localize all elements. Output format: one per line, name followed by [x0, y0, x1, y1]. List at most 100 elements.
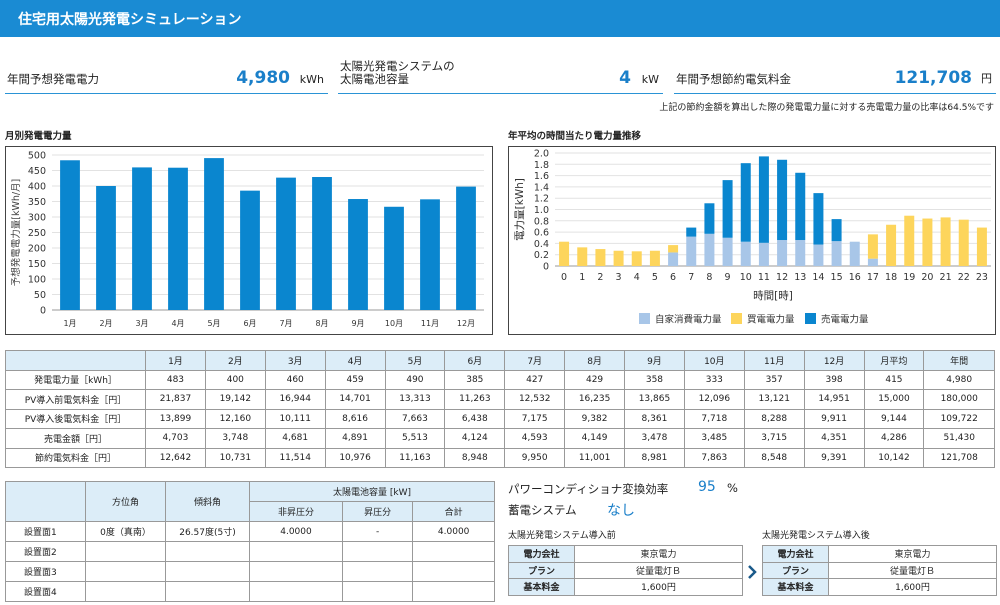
- bar-segment: [613, 250, 624, 266]
- y-tick-label: 1.2: [534, 194, 549, 205]
- table-header-cell: 非昇圧分: [249, 501, 343, 522]
- bar-segment: [704, 203, 715, 234]
- table-header-cell: 6月: [444, 350, 506, 371]
- table-row: 設置面4: [5, 581, 495, 602]
- table-cell: 13,865: [624, 389, 685, 410]
- table-cell: 10,142: [863, 447, 925, 468]
- bar-segment: [777, 240, 788, 266]
- table-cell: 13,121: [743, 389, 805, 410]
- x-tick-label: 11: [758, 272, 770, 283]
- table-cell: [412, 541, 495, 562]
- bar-segment: [886, 224, 897, 266]
- table-cell: 9,950: [504, 447, 566, 468]
- value-cell: 東京電力: [574, 545, 743, 563]
- x-tick-label: 3月: [135, 319, 148, 328]
- bar: [96, 186, 116, 310]
- x-tick-label: 10: [740, 272, 752, 283]
- y-tick-label: 150: [28, 259, 46, 270]
- x-tick-label: 5: [652, 272, 658, 283]
- x-tick-label: 19: [903, 272, 915, 283]
- bar-segment: [704, 233, 715, 266]
- y-tick-label: 250: [28, 228, 46, 239]
- table-cell: 11,514: [264, 447, 326, 468]
- table-row: 設置面1 0度（真南） 26.57度(5寸) 4.0000-4.0000: [5, 521, 495, 542]
- y-tick-label: 100: [28, 275, 46, 286]
- table-row: 売電金額［円］ 4,703 3,748 4,681 4,891 5,513 4,124 4,5…: [5, 428, 995, 449]
- x-tick-label: 15: [831, 272, 843, 283]
- table-header-cell: 11月: [743, 350, 805, 371]
- table-cell: [341, 581, 414, 602]
- bar-segment: [831, 241, 842, 266]
- metric-value: 4: [619, 68, 631, 88]
- row-header-cell: PV導入後電気料金［円］: [5, 408, 146, 429]
- key-cell: プラン: [762, 561, 829, 579]
- table-cell: [85, 541, 166, 562]
- x-tick-label: 8月: [315, 319, 328, 328]
- y-tick-label: 500: [28, 151, 46, 162]
- legend-label: 買電電力量: [747, 314, 795, 326]
- table-cell: 357: [743, 369, 805, 390]
- y-tick-label: 0.6: [534, 228, 549, 239]
- table-cell: 8,981: [624, 447, 685, 468]
- table-cell: [249, 581, 343, 602]
- table-cell: 0度（真南）: [85, 521, 166, 542]
- row-header-cell: 設置面3: [5, 561, 86, 582]
- x-tick-label: 23: [976, 272, 988, 283]
- table-cell: 19,142: [204, 389, 266, 410]
- key-cell: 基本料金: [508, 578, 575, 596]
- bar-segment: [649, 250, 660, 266]
- bar-segment: [559, 241, 570, 266]
- bar-segment: [795, 172, 806, 241]
- table-row: 節約電気料金［円］ 12,642 10,731 11,514 10,976 11,163 8…: [5, 447, 995, 468]
- metric-annual-generation: 年間予想発電電力 4,980 kWh: [5, 58, 328, 94]
- table-cell: 9,391: [803, 447, 865, 468]
- value-cell: 1,600円: [828, 578, 997, 596]
- x-tick-label: 8: [706, 272, 712, 283]
- x-tick-label: 7月: [279, 319, 292, 328]
- y-tick-label: 0.8: [534, 216, 549, 227]
- table-cell: [341, 541, 414, 562]
- table-cell: 14,951: [803, 389, 865, 410]
- table-header-row: 非昇圧分 昇圧分 合計: [6, 501, 495, 522]
- value-cell: 1,600円: [574, 578, 743, 596]
- y-tick-label: 450: [28, 166, 46, 177]
- table-cell: [249, 541, 343, 562]
- pcs-value: 95: [698, 479, 716, 495]
- table-cell: 4,149: [564, 428, 625, 449]
- storage-value: なし: [607, 503, 635, 519]
- table-cell: 385: [444, 369, 506, 390]
- table-cell: 21,837: [145, 389, 206, 410]
- table-cell: 7,718: [683, 408, 745, 429]
- table-cell: 121,708: [923, 447, 995, 468]
- hourly-chart-frame: 0 0.2 0.4 0.6 0.8 1.0 1.2 1.4 1.6 1.8 2.0 0 1 2 3 4 5 6 7 8…: [508, 146, 996, 335]
- after-plan-table: 電力会社 東京電力 プラン 従量電灯Ｂ 基本料金 1,600円: [762, 545, 997, 596]
- table-cell: 415: [863, 369, 925, 390]
- value-cell: 東京電力: [828, 545, 997, 563]
- table-header-cell: 8月: [564, 350, 625, 371]
- bar: [276, 177, 296, 310]
- x-tick-label: 2月: [99, 319, 112, 328]
- table-cell: 13,899: [145, 408, 206, 429]
- table-row: PV導入前電気料金［円］ 21,837 19,142 16,944 14,701 13,3…: [5, 389, 995, 410]
- table-cell: 7,175: [504, 408, 566, 429]
- table-cell: 8,361: [624, 408, 685, 429]
- table-cell: 26.57度(5寸): [165, 521, 250, 542]
- table-cell: 8,548: [743, 447, 805, 468]
- x-tick-label: 14: [812, 272, 824, 283]
- x-tick-label: 4: [634, 272, 640, 283]
- table-cell: 3,748: [204, 428, 266, 449]
- x-tick-label: 6月: [243, 319, 256, 328]
- y-tick-label: 400: [28, 182, 46, 193]
- table-cell: 4,351: [803, 428, 865, 449]
- bar: [420, 199, 440, 310]
- metric-savings: 年間予想節約電気料金 121,708 円: [674, 58, 996, 94]
- y-tick-label: 2.0: [534, 149, 549, 160]
- x-tick-label: 12月: [457, 319, 475, 328]
- value-cell: 従量電灯Ｂ: [574, 561, 743, 579]
- bar-segment: [758, 156, 769, 243]
- value-cell: 従量電灯Ｂ: [828, 561, 997, 579]
- bar-segment: [740, 163, 751, 242]
- bar-segment: [777, 159, 788, 241]
- table-cell: 12,642: [145, 447, 206, 468]
- table-header-cell: 9月: [624, 350, 685, 371]
